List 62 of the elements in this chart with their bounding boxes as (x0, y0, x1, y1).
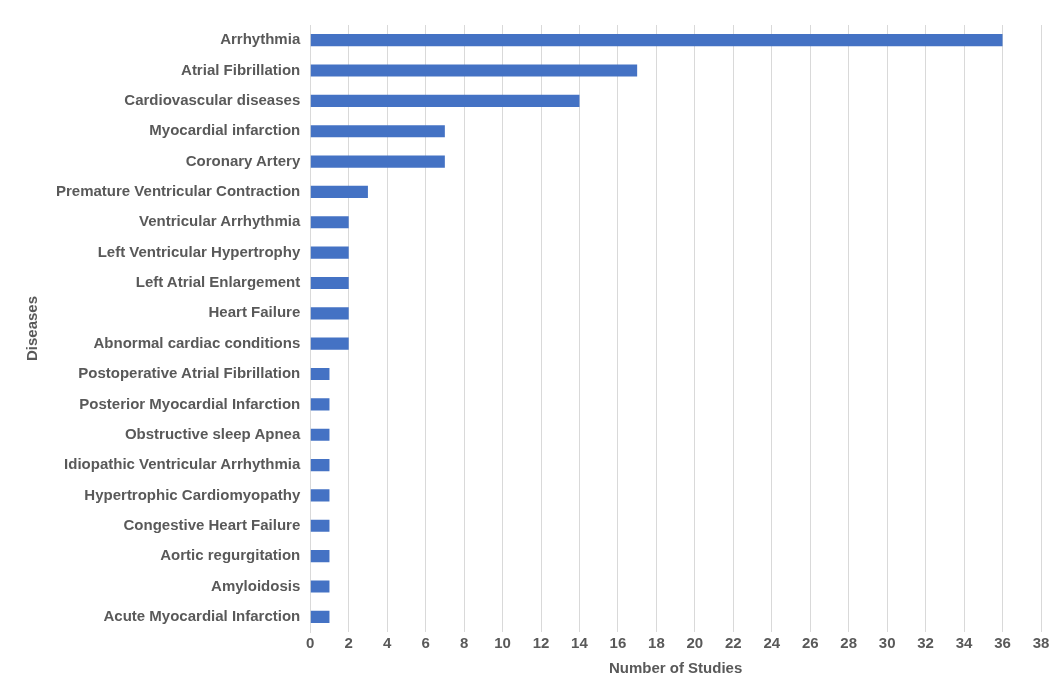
bar (310, 125, 445, 138)
bar (310, 459, 330, 472)
x-tick-label: 12 (532, 634, 550, 652)
bar (310, 276, 349, 290)
bar (310, 367, 330, 381)
y-tick-label: Arrhythmia (220, 30, 301, 48)
y-tick-label: Cardiovascular diseases (124, 91, 301, 109)
x-axis-title: Number of Studies (608, 659, 743, 677)
x-tick-label: 30 (878, 634, 896, 652)
x-tick-label: 2 (344, 634, 353, 652)
bar (310, 337, 349, 350)
x-tick-label: 32 (917, 634, 934, 652)
y-tick-label: Premature Ventricular Contraction (56, 182, 301, 200)
y-tick-label: Amyloidosis (211, 576, 301, 594)
y-tick-label: Idiopathic Ventricular Arrhythmia (64, 455, 301, 473)
y-tick-label: Acute Myocardial Infarction (103, 606, 301, 624)
bar (310, 216, 349, 229)
bar (310, 398, 330, 411)
y-tick-label: Left Atrial Enlargement (135, 273, 301, 291)
x-tick-label: 16 (609, 634, 627, 652)
bar (310, 610, 330, 623)
y-tick-label: Hypertrophic Cardiomyopathy (84, 485, 301, 503)
y-tick-label: Aortic regurgitation (160, 546, 301, 564)
bar (310, 94, 580, 107)
y-axis-title: Diseases (23, 295, 41, 362)
y-tick-label: Abnormal cardiac conditions (93, 333, 301, 351)
x-tick-label: 6 (421, 634, 430, 652)
bar (310, 64, 638, 77)
bar (310, 155, 445, 168)
bar (310, 550, 330, 563)
bar (310, 519, 330, 532)
x-tick-label: 8 (459, 634, 469, 652)
y-tick-label: Myocardial infarction (149, 121, 301, 139)
x-tick-label: 26 (801, 634, 819, 652)
y-tick-label: Congestive Heart Failure (123, 515, 301, 533)
bar (310, 580, 330, 593)
bar (310, 428, 330, 441)
x-tick-label: 10 (494, 634, 511, 652)
x-tick-label: 24 (763, 634, 781, 652)
y-tick-label: Coronary Artery (185, 151, 301, 169)
y-tick-label: Heart Failure (208, 303, 301, 321)
bar (310, 185, 368, 198)
x-tick-label: 36 (994, 634, 1011, 652)
y-tick-label: Ventricular Arrhythmia (139, 212, 301, 230)
bar (310, 489, 330, 502)
x-tick-label: 38 (1032, 634, 1050, 652)
x-tick-label: 0 (306, 634, 315, 652)
x-tick-label: 20 (686, 634, 704, 652)
x-tick-label: 22 (724, 634, 742, 652)
y-tick-label: Postoperative Atrial Fibrillation (78, 364, 301, 382)
x-tick-label: 4 (382, 634, 392, 652)
x-tick-label: 34 (955, 634, 974, 652)
bar (310, 246, 349, 259)
y-tick-label: Obstructive sleep Apnea (124, 424, 301, 442)
x-tick-label: 18 (648, 634, 665, 652)
bar (310, 307, 349, 320)
y-tick-label: Atrial Fibrillation (181, 60, 301, 78)
x-tick-label: 28 (840, 634, 858, 652)
x-tick-label: 14 (571, 634, 589, 652)
y-tick-label: Left Ventricular Hypertrophy (97, 242, 301, 260)
y-tick-label: Posterior Myocardial Infarction (79, 394, 301, 412)
bar (310, 34, 1003, 47)
